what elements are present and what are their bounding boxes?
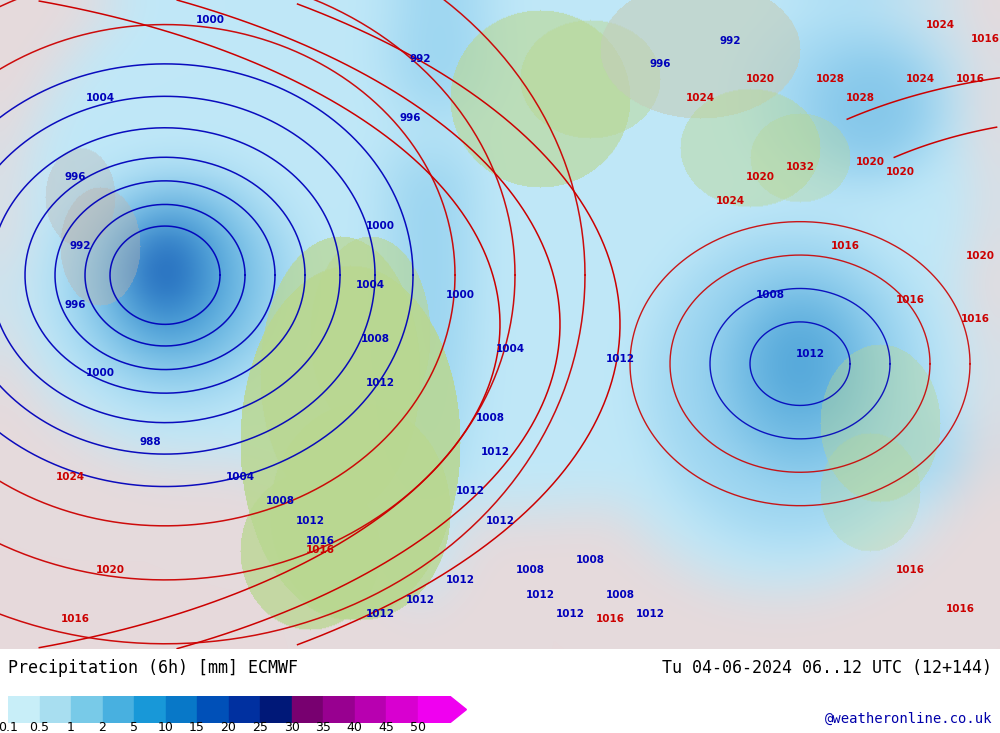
Bar [71,696,103,723]
Bar [8,696,40,723]
Text: 1016: 1016 [946,605,974,614]
Text: 1016: 1016 [956,73,984,84]
Text: 1020: 1020 [856,157,885,167]
Text: 1000: 1000 [196,15,224,25]
Text: 992: 992 [409,54,431,64]
Text: 1020: 1020 [966,251,994,260]
Bar [103,696,134,723]
Text: 20: 20 [221,721,236,733]
Text: 1016: 1016 [830,240,860,251]
Text: 35: 35 [315,721,331,733]
Text: 1008: 1008 [606,589,635,600]
Text: 1000: 1000 [366,221,394,231]
Text: 1000: 1000 [446,290,475,300]
Text: 1012: 1012 [556,609,584,619]
Text: 25: 25 [252,721,268,733]
Text: 988: 988 [139,438,161,447]
Text: 1012: 1012 [796,349,824,359]
Text: @weatheronline.co.uk: @weatheronline.co.uk [824,712,992,726]
Text: 15: 15 [189,721,205,733]
Text: 1012: 1012 [366,378,394,388]
Bar [260,696,292,723]
Text: 1: 1 [67,721,75,733]
Text: 1012: 1012 [606,354,635,364]
Text: 1008: 1008 [516,565,544,575]
Text: 1016: 1016 [306,536,334,545]
Text: 1016: 1016 [896,295,924,305]
Text: 1024: 1024 [55,472,85,482]
Text: 1020: 1020 [96,565,124,575]
Text: Tu 04-06-2024 06..12 UTC (12+144): Tu 04-06-2024 06..12 UTC (12+144) [662,659,992,677]
Text: 1012: 1012 [366,609,394,619]
Bar [229,696,260,723]
Text: 10: 10 [158,721,173,733]
Bar [323,696,355,723]
Text: 30: 30 [284,721,299,733]
Bar [418,696,449,723]
Text: 0.1: 0.1 [0,721,18,733]
Text: 2: 2 [99,721,106,733]
Text: 1028: 1028 [816,73,844,84]
Text: 1008: 1008 [360,334,390,344]
Text: 992: 992 [69,240,91,251]
Text: 1012: 1012 [526,589,554,600]
Text: 996: 996 [399,113,421,123]
Text: 996: 996 [64,172,86,182]
Text: 1004: 1004 [495,344,525,354]
Text: Precipitation (6h) [mm] ECMWF: Precipitation (6h) [mm] ECMWF [8,659,298,677]
Text: 5: 5 [130,721,138,733]
Text: 1012: 1012 [456,487,484,496]
Text: 1004: 1004 [85,93,115,103]
Text: 1008: 1008 [476,413,505,423]
Text: 1024: 1024 [925,20,955,29]
Text: 1016: 1016 [896,565,924,575]
Text: 1016: 1016 [306,545,334,556]
Text: 1004: 1004 [355,280,385,290]
Text: 0.5: 0.5 [30,721,50,733]
Text: 1020: 1020 [746,172,774,182]
Text: 1000: 1000 [86,369,114,378]
Text: 1016: 1016 [960,314,990,325]
Bar [134,696,166,723]
Text: 1012: 1012 [486,516,514,526]
Bar [292,696,323,723]
Text: 40: 40 [347,721,363,733]
Text: 45: 45 [378,721,394,733]
Bar [355,696,386,723]
Text: 992: 992 [719,36,741,46]
Text: 1012: 1012 [406,594,434,605]
Text: 1008: 1008 [266,496,294,507]
Bar [197,696,229,723]
Text: 1016: 1016 [60,614,90,625]
Polygon shape [449,696,466,723]
Text: 1012: 1012 [446,575,475,585]
Text: 1028: 1028 [846,93,874,103]
Text: 1012: 1012 [480,447,510,457]
Text: 1032: 1032 [786,162,814,172]
Text: 1020: 1020 [746,73,774,84]
Text: 1012: 1012 [296,516,324,526]
Text: 1012: 1012 [636,609,664,619]
Text: 1024: 1024 [685,93,715,103]
Text: 1008: 1008 [756,290,784,300]
Text: 996: 996 [649,59,671,69]
Bar [40,696,71,723]
Text: 1016: 1016 [596,614,624,625]
Text: 1004: 1004 [225,472,255,482]
Text: 1024: 1024 [905,73,935,84]
Text: 1016: 1016 [970,34,1000,44]
Text: 1020: 1020 [886,167,914,177]
Text: 1024: 1024 [715,196,745,207]
Bar [386,696,418,723]
Bar [166,696,197,723]
Text: 50: 50 [410,721,426,733]
Text: 1008: 1008 [576,555,604,565]
Text: 996: 996 [64,300,86,310]
